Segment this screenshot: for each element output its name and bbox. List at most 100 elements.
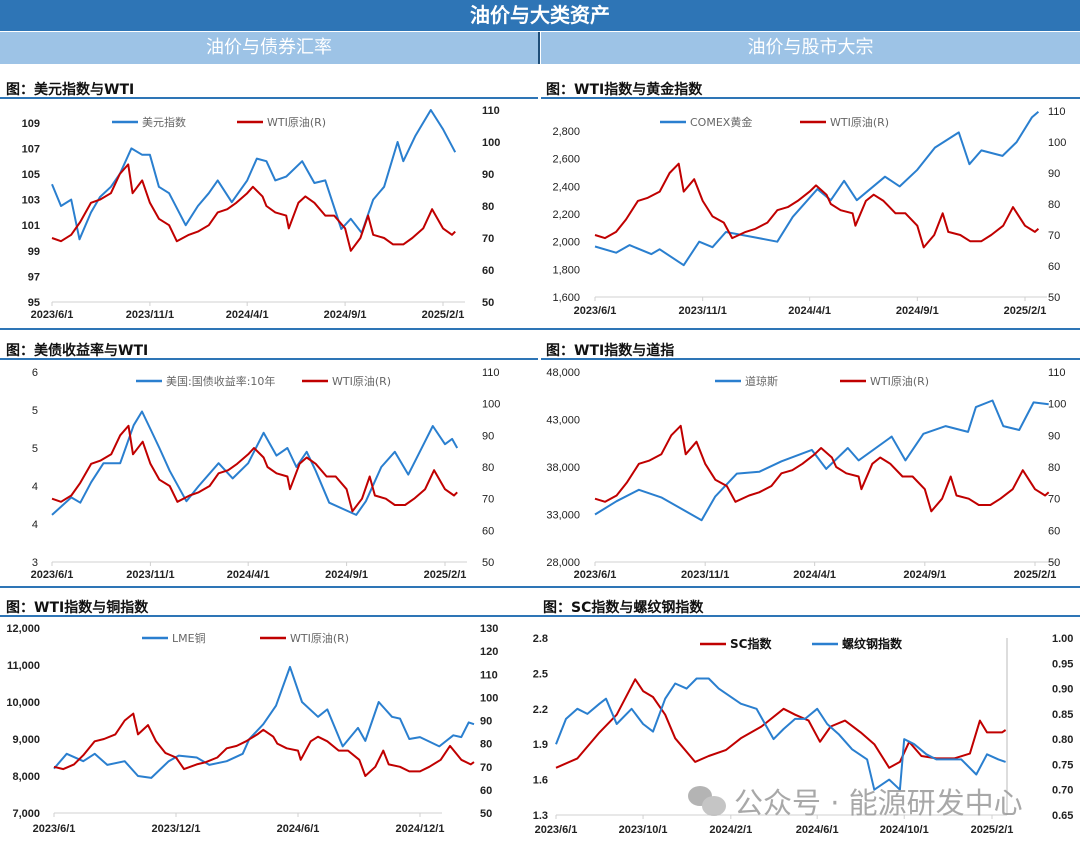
y2-tick-label: 50: [480, 808, 492, 820]
series-line-1: [555, 677, 1006, 791]
x-tick-label: 2024/9/1: [903, 569, 946, 581]
watermark-text: 公众号 · 能源研发中心: [734, 786, 1023, 820]
y-tick-label: 3: [32, 557, 38, 569]
x-tick-label: 2024/12/1: [396, 823, 445, 835]
y2-tick-label: 50: [1048, 557, 1060, 569]
x-tick-label: 2025/2/1: [1004, 305, 1047, 317]
series-line-0: [51, 410, 459, 516]
chart-title-yield-wti: 图：美债收益率与WTI: [6, 343, 149, 359]
x-tick-label: 2023/12/1: [152, 823, 201, 835]
divider: [541, 97, 1080, 99]
y-tick-label: 103: [22, 195, 40, 207]
y2-tick-label: 90: [482, 169, 494, 181]
y2-tick-label: 60: [1048, 525, 1060, 537]
divider: [0, 615, 520, 617]
x-tick-label: 2025/2/1: [422, 309, 465, 321]
y-tick-label: 2,000: [552, 237, 580, 249]
page-title: 油价与大类资产: [0, 0, 1080, 31]
chart-title-sc-rebar: 图：SC指数与螺纹钢指数: [543, 600, 704, 616]
y2-tick-label: 80: [1048, 462, 1060, 474]
x-tick-label: 2024/6/1: [796, 824, 839, 836]
y-tick-label: 95: [28, 297, 40, 309]
y-tick-label: 2,200: [552, 209, 580, 221]
y-tick-label: 2.8: [533, 633, 548, 645]
divider: [0, 328, 1080, 330]
y2-tick-label: 0.70: [1052, 785, 1073, 797]
y-tick-label: 11,000: [7, 660, 40, 672]
legend-label: WTI原油(R): [870, 374, 929, 388]
y-tick-label: 2,600: [552, 154, 580, 166]
x-tick-label: 2024/9/1: [325, 569, 368, 581]
x-tick-label: 2024/6/1: [277, 823, 320, 835]
x-tick-label: 2025/2/1: [424, 569, 467, 581]
y-tick-label: 2.2: [533, 704, 548, 716]
y2-tick-label: 80: [482, 201, 494, 213]
x-tick-label: 2024/4/1: [793, 569, 836, 581]
x-tick-label: 2024/2/1: [709, 824, 752, 836]
y2-tick-label: 90: [1048, 430, 1060, 442]
y2-tick-label: 70: [1048, 230, 1060, 242]
series-line-0: [594, 399, 1049, 522]
series-line-0: [594, 110, 1040, 267]
y2-tick-label: 90: [482, 430, 494, 442]
watermark: 公众号 · 能源研发中心: [688, 780, 1023, 822]
x-tick-label: 2023/6/1: [33, 823, 76, 835]
y-tick-label: 105: [22, 169, 40, 181]
y2-tick-label: 80: [480, 739, 492, 751]
series-line-0: [51, 109, 457, 241]
y-tick-label: 4: [32, 519, 38, 531]
series-line-1: [53, 712, 475, 777]
y-tick-label: 10,000: [6, 697, 40, 709]
x-tick-label: 2023/6/1: [574, 569, 617, 581]
x-tick-label: 2024/4/1: [227, 569, 270, 581]
divider: [541, 358, 1080, 360]
legend-label: SC指数: [730, 636, 772, 651]
divider: [520, 615, 1080, 617]
divider: [0, 358, 538, 360]
x-tick-label: 2023/10/1: [619, 824, 668, 836]
y-tick-label: 101: [22, 220, 40, 232]
y2-tick-label: 60: [482, 525, 494, 537]
legend-label: WTI原油(R): [267, 115, 326, 129]
chart-title-dxy-wti: 图：美元指数与WTI: [6, 82, 135, 98]
y2-tick-label: 100: [1048, 399, 1066, 411]
section-header-left: 油价与债券汇率: [0, 32, 538, 64]
chart-0: 2023/6/1 2023/11/1 2024/4/1 2024/9/1 2025/2/…: [22, 105, 501, 321]
y2-tick-label: 0.80: [1052, 734, 1073, 746]
section-header-right: 油价与股市大宗: [541, 32, 1080, 64]
chart-1: 2023/6/1 2023/11/1 2024/4/1 2024/9/1 2025/2/…: [552, 106, 1066, 317]
chart-title-copper-wti: 图：WTI指数与铜指数: [6, 600, 149, 616]
y-tick-label: 1.6: [533, 775, 548, 787]
y-tick-label: 99: [28, 246, 40, 258]
y-tick-label: 7,000: [12, 808, 40, 820]
legend-label: WTI原油(R): [332, 374, 391, 388]
y-tick-label: 5: [32, 443, 38, 455]
y2-tick-label: 0.85: [1052, 709, 1073, 721]
y2-tick-label: 100: [482, 399, 500, 411]
y-tick-label: 8,000: [12, 771, 40, 783]
x-tick-label: 2023/6/1: [31, 569, 74, 581]
x-tick-label: 2023/11/1: [681, 569, 729, 581]
y-tick-label: 97: [28, 271, 40, 283]
y-tick-label: 6: [32, 367, 38, 379]
y2-tick-label: 100: [1048, 137, 1066, 149]
y2-tick-label: 110: [482, 105, 500, 117]
chart-3: 2023/6/1 2023/11/1 2024/4/1 2024/9/1 2025/2/…: [546, 367, 1066, 581]
legend-label: 螺纹钢指数: [842, 636, 903, 651]
y2-tick-label: 60: [482, 265, 494, 277]
y2-tick-label: 50: [482, 297, 494, 309]
y-tick-label: 28,000: [546, 557, 580, 569]
y-tick-label: 1,600: [552, 292, 580, 304]
y-tick-label: 12,000: [6, 623, 40, 635]
y-tick-label: 38,000: [546, 462, 580, 474]
x-tick-label: 2024/4/1: [788, 305, 831, 317]
wechat-icon: [688, 786, 726, 816]
y-tick-label: 5: [32, 405, 38, 417]
y2-tick-label: 0.75: [1052, 759, 1073, 771]
x-tick-label: 2023/11/1: [126, 569, 174, 581]
x-tick-label: 2023/11/1: [679, 305, 727, 317]
x-tick-label: 2023/11/1: [126, 309, 174, 321]
y-tick-label: 1.9: [533, 739, 548, 751]
y2-tick-label: 80: [482, 462, 494, 474]
